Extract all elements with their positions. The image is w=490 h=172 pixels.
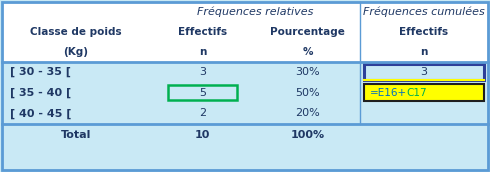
Text: C17: C17	[406, 88, 427, 98]
Text: 10: 10	[195, 130, 210, 139]
Text: 3: 3	[199, 67, 206, 77]
Text: 100%: 100%	[291, 130, 324, 139]
Text: Total: Total	[61, 130, 91, 139]
Text: 20%: 20%	[295, 109, 320, 119]
Text: [ 35 - 40 [: [ 35 - 40 [	[10, 87, 71, 98]
Bar	[364, 84, 484, 101]
Text: [ 40 - 45 [: [ 40 - 45 [	[10, 108, 72, 119]
Text: Fréquences cumulées: Fréquences cumulées	[363, 7, 485, 17]
Text: Classe de poids: Classe de poids	[30, 27, 122, 37]
Text: %: %	[302, 47, 313, 57]
Text: Pourcentage: Pourcentage	[270, 27, 345, 37]
Bar	[2, 62, 488, 82]
Bar	[2, 82, 488, 103]
Text: Effectifs: Effectifs	[178, 27, 227, 37]
Bar	[2, 2, 488, 22]
Text: (Kg): (Kg)	[64, 47, 89, 57]
Text: 2: 2	[199, 109, 206, 119]
Text: 3: 3	[420, 67, 427, 77]
Bar	[364, 64, 484, 80]
Text: Effectifs: Effectifs	[399, 27, 448, 37]
Bar	[364, 84, 484, 101]
Text: 50%: 50%	[295, 88, 320, 98]
Text: [ 30 - 35 [: [ 30 - 35 [	[10, 67, 71, 77]
Text: 5: 5	[199, 88, 206, 98]
Text: n: n	[199, 47, 206, 57]
Text: n: n	[420, 47, 428, 57]
Bar	[2, 22, 488, 42]
Bar	[2, 103, 488, 124]
Text: 30%: 30%	[295, 67, 320, 77]
Bar	[2, 124, 488, 145]
Text: Fréquences relatives: Fréquences relatives	[197, 7, 313, 17]
Bar	[2, 42, 488, 62]
Bar	[168, 85, 237, 100]
Text: =E16+: =E16+	[370, 88, 407, 98]
